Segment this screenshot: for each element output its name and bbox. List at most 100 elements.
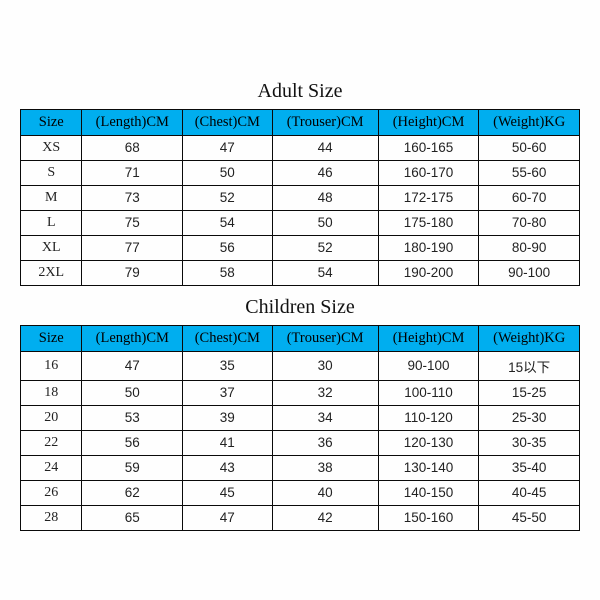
col-trouser: (Trouser)CM [272,109,378,135]
table-cell: 175-180 [378,210,479,235]
table-cell: 56 [82,430,183,455]
table-cell: 40 [272,480,378,505]
col-size: Size [21,325,82,351]
col-length: (Length)CM [82,325,183,351]
col-size: Size [21,109,82,135]
adult-title: Adult Size [20,80,580,103]
col-height: (Height)CM [378,325,479,351]
table-cell: 160-165 [378,135,479,160]
table-cell: 58 [183,260,272,285]
table-cell: 100-110 [378,380,479,405]
col-chest: (Chest)CM [183,325,272,351]
table-cell: 140-150 [378,480,479,505]
table-cell: 75 [82,210,183,235]
table-cell: 65 [82,505,183,530]
table-row: 26624540140-15040-45 [21,480,580,505]
table-cell: 73 [82,185,183,210]
table-cell: 54 [272,260,378,285]
col-chest: (Chest)CM [183,109,272,135]
table-cell: 50 [183,160,272,185]
table-cell: 90-100 [479,260,580,285]
table-row: 24594338130-14035-40 [21,455,580,480]
table-cell: 16 [21,351,82,380]
table-cell: 48 [272,185,378,210]
table-row: 28654742150-16045-50 [21,505,580,530]
table-cell: 52 [272,235,378,260]
table-row: L755450175-18070-80 [21,210,580,235]
children-table: Size (Length)CM (Chest)CM (Trouser)CM (H… [20,325,580,531]
table-cell: 45-50 [479,505,580,530]
table-cell: 190-200 [378,260,479,285]
table-row: XL775652180-19080-90 [21,235,580,260]
table-cell: 71 [82,160,183,185]
table-cell: XS [21,135,82,160]
table-cell: 15以下 [479,351,580,380]
table-row: M735248172-17560-70 [21,185,580,210]
table-cell: 34 [272,405,378,430]
col-trouser: (Trouser)CM [272,325,378,351]
table-cell: 46 [272,160,378,185]
table-cell: 40-45 [479,480,580,505]
table-cell: 130-140 [378,455,479,480]
adult-table-header: Size (Length)CM (Chest)CM (Trouser)CM (H… [21,109,580,135]
table-cell: 43 [183,455,272,480]
table-cell: 110-120 [378,405,479,430]
table-cell: 47 [82,351,183,380]
table-cell: 70-80 [479,210,580,235]
table-cell: L [21,210,82,235]
table-cell: 160-170 [378,160,479,185]
table-cell: 41 [183,430,272,455]
table-cell: 55-60 [479,160,580,185]
table-cell: 62 [82,480,183,505]
table-cell: 26 [21,480,82,505]
table-cell: 2XL [21,260,82,285]
table-cell: M [21,185,82,210]
table-cell: 77 [82,235,183,260]
table-row: 2XL795854190-20090-100 [21,260,580,285]
table-cell: 52 [183,185,272,210]
table-cell: 25-30 [479,405,580,430]
table-cell: 45 [183,480,272,505]
table-cell: 180-190 [378,235,479,260]
table-cell: 22 [21,430,82,455]
table-cell: 50 [82,380,183,405]
table-row: XS684744160-16550-60 [21,135,580,160]
table-cell: 44 [272,135,378,160]
table-cell: 30 [272,351,378,380]
size-chart: Adult Size Size (Length)CM (Chest)CM (Tr… [20,70,580,531]
table-row: S715046160-17055-60 [21,160,580,185]
col-weight: (Weight)KG [479,325,580,351]
col-weight: (Weight)KG [479,109,580,135]
table-cell: 150-160 [378,505,479,530]
table-row: 18503732100-11015-25 [21,380,580,405]
table-cell: 79 [82,260,183,285]
table-cell: 80-90 [479,235,580,260]
col-length: (Length)CM [82,109,183,135]
table-cell: 35 [183,351,272,380]
table-cell: 15-25 [479,380,580,405]
table-cell: 50-60 [479,135,580,160]
table-cell: 36 [272,430,378,455]
table-cell: 37 [183,380,272,405]
table-cell: 39 [183,405,272,430]
children-table-header: Size (Length)CM (Chest)CM (Trouser)CM (H… [21,325,580,351]
table-cell: 59 [82,455,183,480]
table-cell: 20 [21,405,82,430]
table-cell: 32 [272,380,378,405]
adult-table: Size (Length)CM (Chest)CM (Trouser)CM (H… [20,109,580,286]
table-row: 22564136120-13030-35 [21,430,580,455]
col-height: (Height)CM [378,109,479,135]
table-cell: 90-100 [378,351,479,380]
table-cell: 18 [21,380,82,405]
table-cell: 28 [21,505,82,530]
table-cell: 24 [21,455,82,480]
table-cell: 50 [272,210,378,235]
table-cell: 47 [183,135,272,160]
table-cell: 54 [183,210,272,235]
table-cell: S [21,160,82,185]
table-cell: 172-175 [378,185,479,210]
children-title: Children Size [20,296,580,319]
table-cell: 38 [272,455,378,480]
table-cell: 35-40 [479,455,580,480]
table-cell: 56 [183,235,272,260]
